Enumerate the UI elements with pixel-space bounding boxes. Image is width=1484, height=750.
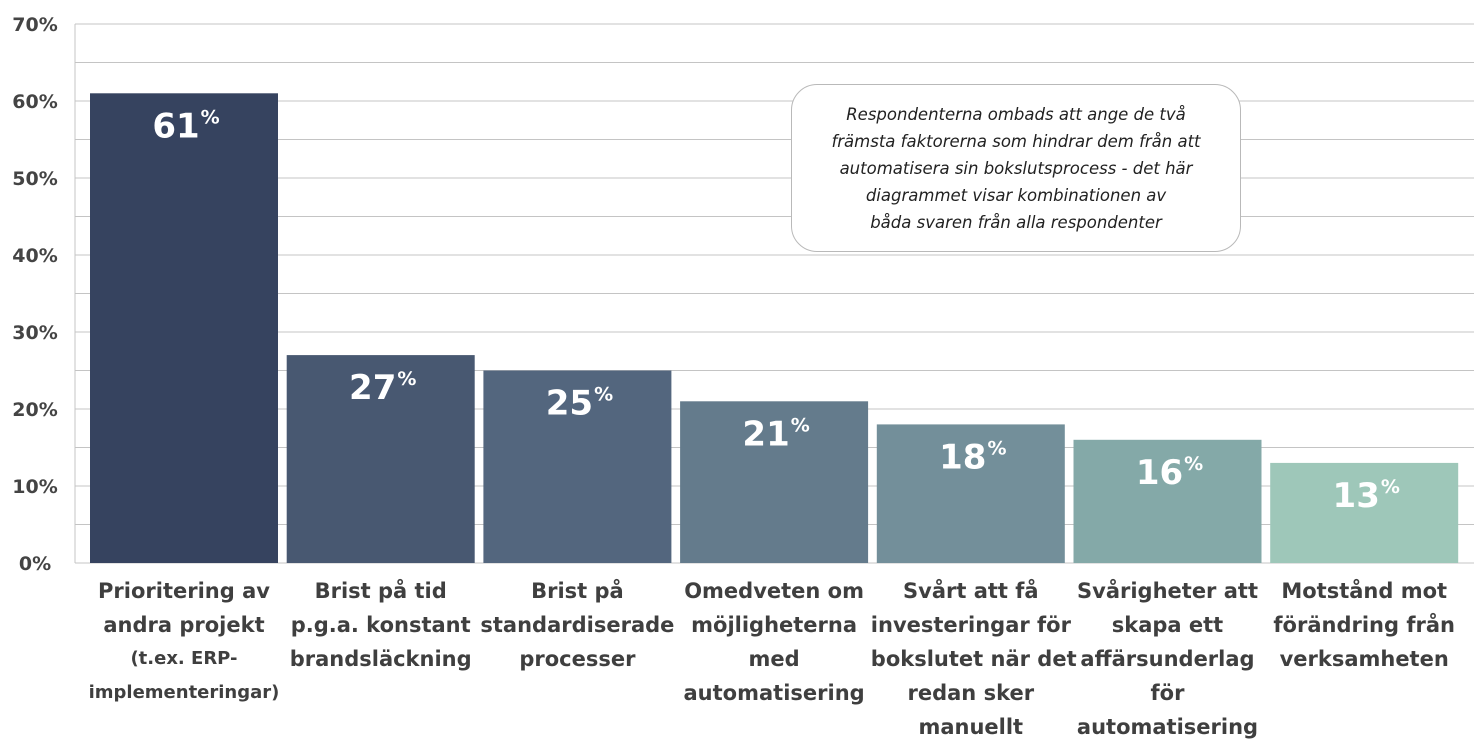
y-tick-label: 50% (12, 168, 57, 190)
bar (90, 93, 278, 564)
value-label: 13 (1333, 476, 1380, 516)
y-tick-label: 0% (19, 553, 51, 575)
category-label: Omedveten om möjligheterna med automatiseri… (674, 574, 874, 710)
category-label-line: för (1150, 681, 1185, 705)
value-label: 27 (349, 368, 396, 408)
y-tick-label: 30% (12, 322, 57, 344)
category-label: Motstånd mot förändring från verksamheten (1264, 574, 1464, 676)
bar (483, 370, 672, 563)
y-tick-label: 10% (12, 476, 57, 498)
value-label-percent: % (594, 384, 613, 406)
category-label: Svårt att få investeringar för bokslutet n… (870, 574, 1077, 744)
category-label-line: med (748, 647, 800, 671)
category-label-line: Brist på (531, 579, 624, 603)
bar (1270, 462, 1459, 563)
y-tick-label: 70% (12, 14, 57, 36)
category-label-line: implementeringar) (88, 682, 280, 703)
value-label-percent: % (791, 414, 810, 436)
category-label-line: skapa ett (1111, 613, 1224, 637)
category-label-line: verksamheten (1279, 647, 1449, 671)
category-label-line: Prioritering av (98, 579, 270, 603)
category-label-line: (t.ex. ERP- (130, 648, 238, 669)
category-label-line: bokslutet när det (870, 647, 1077, 671)
value-label-percent: % (1184, 453, 1203, 475)
category-label: Brist på tid p.g.a. konstant brandsläcknin… (281, 574, 481, 676)
category-label-line: Svårt att få (903, 579, 1039, 603)
category-label: Svårigheter att skapa ett affärsunderlag fö… (1068, 574, 1268, 744)
bars (90, 93, 1459, 564)
category-label-line: p.g.a. konstant (290, 613, 471, 637)
category-label-line: processer (519, 647, 636, 671)
annotation-line: diagrammet visar kombinationen av (865, 185, 1167, 205)
category-label-line: Motstånd mot (1281, 579, 1448, 603)
bar (680, 401, 869, 563)
category-label-line: Omedveten om (684, 579, 864, 603)
category-label-line: investeringar för (870, 613, 1071, 637)
bar (286, 355, 475, 563)
annotation-box: Respondenterna ombads att ange de två fr… (791, 84, 1241, 252)
category-label-line: manuellt (918, 715, 1024, 739)
category-label-line: automatisering (683, 681, 865, 705)
category-label-line: andra projekt (103, 613, 265, 637)
value-label: 61 (152, 106, 199, 146)
category-label-line: möjligheterna (691, 613, 858, 637)
category-label-line: redan sker (907, 681, 1035, 705)
value-label: 25 (546, 384, 593, 424)
annotation-line: främsta faktorerna som hindrar dem från … (831, 131, 1201, 151)
annotation-line: båda svaren från alla respondenter (870, 212, 1162, 232)
bar (876, 424, 1065, 563)
value-label: 16 (1136, 453, 1183, 493)
category-label-line: förändring från (1273, 613, 1455, 637)
category-label-line: brandsläckning (289, 647, 472, 671)
value-label-percent: % (201, 106, 220, 128)
y-axis-ticks: 0% 10% 20% 30% 40% 50% 60% 70% (12, 14, 57, 575)
value-label-percent: % (987, 437, 1006, 459)
y-tick-label: 60% (12, 91, 57, 113)
annotation-line: automatisera sin bokslutsprocess - det h… (839, 158, 1193, 178)
value-label: 21 (742, 414, 789, 454)
category-label: Prioritering av andra projekt (t.ex. ERP-i… (84, 574, 284, 710)
category-label-line: affärsunderlag (1080, 647, 1255, 671)
category-label-line: automatisering (1076, 715, 1259, 739)
annotation-line: Respondenterna ombads att ange de två (846, 104, 1186, 124)
category-label-line: Brist på tid (314, 579, 447, 603)
value-label-percent: % (1381, 476, 1400, 498)
y-tick-label: 40% (12, 245, 57, 267)
value-labels: 61 %27 %25 %21 %18 %16 %13% (152, 106, 1400, 516)
category-label-line: Svårigheter att (1077, 579, 1258, 603)
bar (1073, 439, 1262, 563)
value-label: 18 (939, 437, 986, 477)
category-label: Brist på standardiserade processer (477, 574, 677, 676)
value-label-percent: % (397, 368, 416, 390)
category-label-line: standardiserade (480, 613, 675, 637)
y-tick-label: 20% (12, 399, 57, 421)
